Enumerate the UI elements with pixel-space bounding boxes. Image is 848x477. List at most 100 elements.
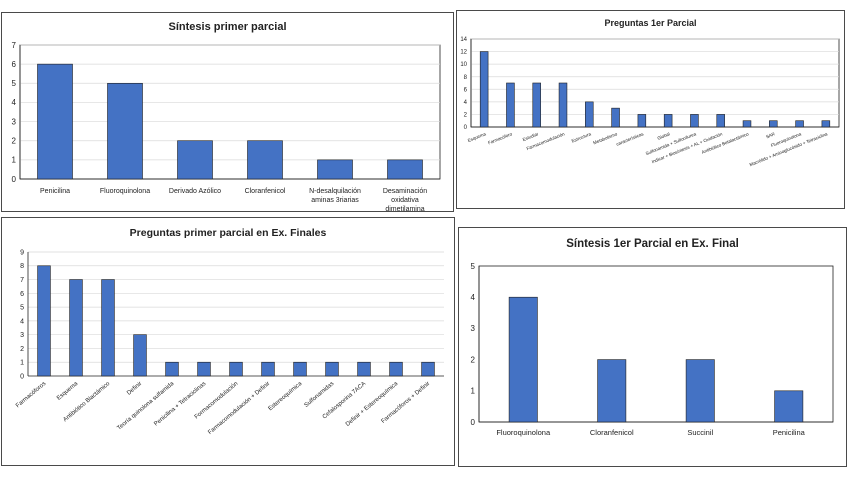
category-label: N-desalquilación aminas 3riarias (309, 188, 361, 204)
chart-4-title: Síntesis 1er Parcial en Ex. Final (566, 238, 739, 250)
chart-panel-1: Síntesis primer parcial 0 1 2 3 4 5 6 7 Penicilin… (1, 12, 454, 212)
chart-3-title: Preguntas primer parcial en Ex. Finales (130, 227, 327, 239)
chart-1-title: Síntesis primer parcial (169, 21, 287, 33)
y-tick-label: 8 (20, 263, 24, 270)
category-label: Global (657, 131, 671, 141)
bar (165, 361, 179, 377)
y-tick-label: 4 (20, 318, 24, 325)
chart-4-svg: Síntesis 1er Parcial en Ex. Final 0 1 2 3 4 5 F… (471, 238, 834, 437)
y-tick-label: 0 (12, 175, 17, 184)
y-tick-label: 3 (12, 117, 17, 126)
y-tick-label: 12 (460, 50, 467, 56)
category-label: Estructura (571, 131, 592, 144)
category-label: Antibiótico Betalactámico (701, 131, 750, 155)
chart-2-plot-frame (470, 38, 840, 128)
category-label: Farmacomodulación + Definir (207, 381, 271, 436)
y-tick-label: 14 (460, 37, 467, 43)
bar (769, 120, 778, 128)
y-tick-label: 6 (464, 87, 468, 93)
chart-1-svg: Síntesis primer parcial 0 1 2 3 4 5 6 7 Penicilin… (12, 21, 441, 211)
category-label: Cloranfenicol (245, 188, 286, 195)
chart-2-svg: Preguntas 1er Parcial 0 2 4 6 8 10 12 14 Esquema F… (460, 18, 840, 167)
category-label: Teoría quinolona sulfamida (116, 381, 175, 432)
y-tick-label: 3 (20, 332, 24, 339)
bar (101, 279, 115, 377)
bar (293, 361, 307, 377)
category-label: Penicilina + Tetraciclinas (153, 381, 207, 428)
chart-panel-4: Síntesis 1er Parcial en Ex. Final 0 1 2 3 4 5 F… (458, 227, 847, 467)
category-label: Derivado Azólico (169, 188, 221, 195)
bar (716, 114, 725, 128)
category-label: Estudiar (522, 131, 540, 142)
bar (742, 120, 752, 128)
bar (637, 114, 647, 128)
bar (37, 265, 51, 377)
category-label: Esquema (56, 381, 80, 402)
y-tick-label: 1 (471, 387, 476, 396)
bar (325, 361, 339, 377)
chart-3-svg: Preguntas primer parcial en Ex. Finales 0… (15, 227, 444, 436)
bar (532, 82, 541, 128)
bar (685, 359, 715, 423)
category-label: características (615, 131, 644, 147)
chart-panel-3: Preguntas primer parcial en Ex. Finales 0… (1, 217, 455, 466)
bar (558, 82, 568, 128)
bar (690, 114, 699, 128)
y-tick-label: 0 (20, 373, 24, 380)
bar (585, 101, 594, 128)
category-label: Penicilina (773, 428, 806, 437)
category-label: Definir (126, 381, 143, 397)
y-tick-label: 6 (20, 291, 24, 298)
y-tick-label: 4 (464, 100, 468, 106)
y-tick-label: 8 (464, 75, 468, 81)
bar (229, 361, 243, 377)
y-tick-label: 2 (12, 137, 17, 146)
bar (261, 361, 275, 377)
bar (611, 107, 620, 128)
y-tick-label: 1 (20, 360, 24, 367)
y-tick-label: 9 (20, 249, 24, 256)
category-label: Fluoroquinolona (496, 428, 551, 437)
bar (795, 120, 804, 128)
category-label: SAR (765, 131, 776, 139)
y-tick-label: 7 (12, 41, 17, 50)
category-label: Farmacóforo (487, 131, 513, 145)
y-tick-label: 10 (460, 62, 467, 68)
bar (69, 279, 83, 377)
y-tick-label: 5 (471, 262, 476, 271)
bar (597, 359, 627, 423)
bar (389, 361, 403, 377)
y-tick-label: 5 (12, 79, 17, 88)
y-tick-label: 5 (20, 305, 24, 312)
bar (177, 140, 213, 180)
category-label: Metabolismo (592, 131, 618, 145)
bar (663, 114, 673, 128)
chart-2-title: Preguntas 1er Parcial (604, 18, 696, 28)
y-tick-label: 0 (464, 125, 468, 131)
y-tick-label: 4 (12, 98, 17, 107)
bar (821, 120, 831, 128)
bar (774, 390, 804, 423)
chart-1-plot-frame (19, 44, 441, 180)
y-tick-label: 4 (471, 293, 476, 302)
category-label: Esquema (467, 131, 487, 143)
bar (37, 63, 73, 180)
bar (197, 361, 211, 377)
category-label: Fluoroquinolona (100, 188, 150, 195)
category-label: Farmacóforos (15, 381, 47, 409)
chart-panel-2: Preguntas 1er Parcial 0 2 4 6 8 10 12 14 Esquema F… (456, 10, 845, 209)
bar (357, 361, 371, 377)
y-tick-label: 0 (471, 418, 476, 427)
category-label: Estereoquímica (267, 381, 303, 413)
y-tick-label: 2 (471, 355, 476, 364)
bar (387, 159, 423, 180)
category-label: Succinil (687, 428, 713, 437)
category-label: Cloranfenicol (590, 428, 634, 437)
bar (421, 361, 435, 377)
category-label: Definir + Estereoquímica (345, 381, 400, 428)
bar (247, 140, 283, 180)
bar (317, 159, 353, 180)
bar (107, 82, 143, 180)
y-tick-label: 2 (20, 346, 24, 353)
category-label: Desaminación oxidativa dimetilamina (383, 188, 427, 211)
